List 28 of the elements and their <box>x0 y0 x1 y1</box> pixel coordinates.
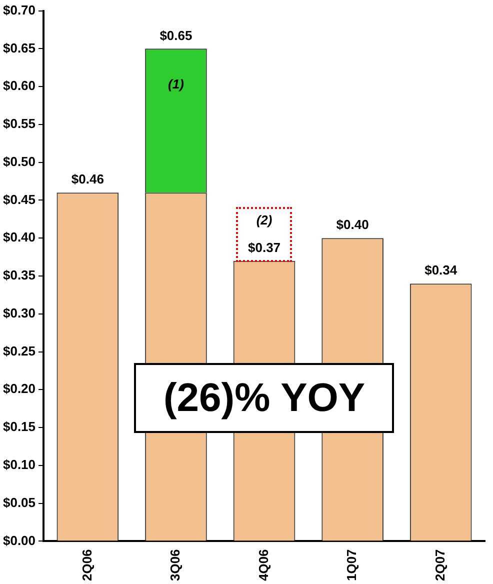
y-tick-label: $0.30 <box>2 305 36 320</box>
y-tick-label: $0.15 <box>2 419 36 434</box>
y-tick-label: $0.00 <box>2 532 36 548</box>
y-tick-label: $0.10 <box>2 457 36 472</box>
annotation: (26)% YOY <box>134 362 394 433</box>
y-tick-label: $0.60 <box>2 78 36 94</box>
y-tick-label: $0.35 <box>2 268 36 283</box>
y-tick-label: $0.70 <box>2 2 36 18</box>
annotation: (2) <box>256 212 272 228</box>
x-tick-label: 3Q06 <box>168 549 183 582</box>
x-tick-label: 1Q07 <box>344 549 360 582</box>
total-label: $0.40 <box>336 217 369 232</box>
y-tick-label: $0.20 <box>2 381 36 396</box>
y-tick-label: $0.40 <box>2 230 36 245</box>
y-tick-label: $0.05 <box>2 494 36 510</box>
y-tick-label: $0.65 <box>2 40 36 56</box>
total-label: $0.34 <box>424 262 458 278</box>
x-tick-label: 2Q07 <box>432 549 448 582</box>
total-label: $0.65 <box>160 28 192 43</box>
annotation: (1) <box>168 76 184 92</box>
x-tick-label: 2Q06 <box>79 549 94 582</box>
y-tick-label: $0.45 <box>2 192 36 207</box>
y-tick-label: $0.50 <box>2 154 36 169</box>
y-tick-label: $0.55 <box>2 116 36 132</box>
x-tick-label: 4Q06 <box>256 549 271 582</box>
total-label: $0.46 <box>71 172 104 187</box>
y-tick-label: $0.25 <box>2 343 36 358</box>
total-label: $0.37 <box>248 240 281 255</box>
